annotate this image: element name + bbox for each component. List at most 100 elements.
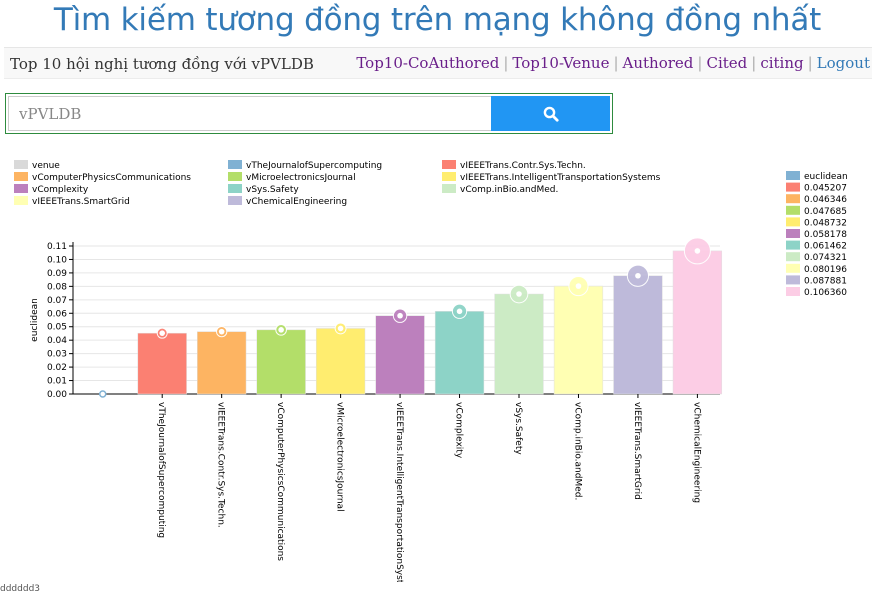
page-title: Tìm kiếm tương đồng trên mạng không đồng…	[53, 2, 822, 38]
y-tick-label: 0.09	[47, 269, 67, 279]
search-form	[5, 93, 613, 134]
bar	[375, 315, 425, 395]
legend-label: vComp.inBio.andMed.	[460, 185, 558, 195]
legend-swatch	[228, 184, 242, 193]
search-icon	[543, 106, 559, 122]
legend-label: vIEEETrans.SmartGrid	[32, 197, 130, 207]
legend-swatch	[786, 194, 800, 204]
legend-label: euclidean	[804, 172, 848, 182]
value-dot	[218, 328, 225, 335]
x-tick-label: vTheJournalofSupercomputing	[156, 402, 166, 538]
legend-swatch	[786, 171, 800, 180]
nav-separator: |	[807, 54, 813, 72]
value-dot	[575, 283, 582, 289]
legend-label: 0.047685	[804, 207, 847, 217]
x-tick-label: vComp.inBio.andMed.	[572, 402, 582, 500]
nav-logout[interactable]: Logout	[816, 54, 870, 72]
legend-label: 0.061462	[804, 242, 847, 252]
search-input[interactable]	[8, 96, 510, 131]
nav-separator: |	[697, 54, 703, 72]
bar	[256, 329, 306, 395]
legend-label: vComplexity	[32, 185, 89, 195]
x-tick-label: vIEEETrans.IntelligentTransportationSyst…	[394, 402, 404, 582]
legend-label: 0.087881	[804, 276, 847, 286]
value-dot	[397, 312, 403, 319]
legend-label: 0.080196	[804, 265, 847, 275]
page-subtitle: Top 10 hội nghị tương đồng với vPVLDB	[10, 55, 314, 73]
y-tick-label: 0.07	[47, 296, 67, 306]
legend-swatch	[14, 160, 28, 169]
legend-swatch	[228, 160, 242, 169]
footer-text: dddddd3	[0, 584, 41, 594]
nav-top10-venue[interactable]: Top10-Venue	[512, 54, 610, 72]
search-button[interactable]	[491, 96, 610, 131]
nav-cited[interactable]: Cited	[706, 54, 748, 72]
legend-swatch	[786, 252, 800, 262]
legend-label: 0.106360	[804, 288, 847, 298]
legend-label: 0.045207	[804, 184, 847, 194]
legend-swatch	[786, 240, 800, 250]
nav-authored[interactable]: Authored	[622, 54, 694, 72]
y-tick-label: 0.10	[47, 255, 67, 265]
x-tick-label: vIEEETrans.SmartGrid	[632, 402, 642, 500]
x-tick-label: vComplexity	[454, 402, 464, 459]
x-tick-label: vChemicalEngineering	[691, 402, 701, 503]
legend-swatch	[442, 172, 456, 181]
value-dot	[278, 327, 284, 333]
legend-swatch	[786, 229, 800, 238]
bar	[137, 332, 187, 395]
nav-citing[interactable]: citing	[760, 54, 804, 72]
bar	[494, 293, 544, 395]
y-tick-label: 0.04	[47, 336, 67, 346]
origin-point	[98, 390, 107, 398]
legend-swatch	[14, 196, 28, 205]
legend-label: 0.046346	[804, 195, 847, 205]
nav-links: Top10-CoAuthored | Top10-Venue | Authored | Ci…	[356, 54, 870, 72]
y-tick-label: 0.00	[47, 390, 67, 400]
legend-swatch	[786, 205, 800, 215]
value-dot	[694, 248, 701, 254]
y-tick-label: 0.03	[47, 350, 67, 360]
legend-swatch	[786, 217, 800, 227]
legend-label: vChemicalEngineering	[246, 197, 347, 207]
legend-label: vMicroelectronicsJournal	[246, 173, 356, 183]
nav-separator: |	[751, 54, 757, 72]
y-axis-label: euclidean	[30, 298, 40, 342]
venue-similarity-chart: venue vTheJournalofSupercomputing vIEEETra…	[14, 160, 848, 582]
legend-swatch	[786, 275, 800, 285]
value-dot	[516, 291, 522, 297]
legend-swatch	[786, 182, 800, 192]
nav-separator: |	[503, 54, 509, 72]
y-tick-label: 0.11	[47, 242, 67, 252]
x-tick-label: vIEEETrans.Contr.Sys.Techn.	[216, 402, 226, 528]
legend-label: vIEEETrans.Contr.Sys.Techn.	[460, 161, 586, 171]
value-dot	[159, 330, 166, 336]
nav-top10-coauthored[interactable]: Top10-CoAuthored	[356, 54, 500, 72]
legend-label: vTheJournalofSupercomputing	[246, 161, 382, 171]
legend-swatch	[786, 287, 800, 296]
legend-label: vComputerPhysicsCommunications	[32, 173, 191, 183]
y-tick-label: 0.05	[47, 323, 67, 333]
x-tick-label: vComputerPhysicsCommunications	[275, 402, 285, 561]
x-tick-label: vSys.Safety	[513, 402, 523, 455]
bar	[613, 275, 663, 395]
legend-swatch	[14, 172, 28, 181]
legend-label: 0.048732	[804, 218, 847, 228]
bar	[197, 331, 247, 395]
value-dot	[635, 272, 641, 279]
legend-label: venue	[32, 161, 60, 171]
nav-separator: |	[613, 54, 619, 72]
bar	[434, 311, 485, 395]
y-tick-label: 0.06	[47, 309, 67, 319]
legend-label: 0.058178	[804, 230, 847, 240]
legend-swatch	[228, 196, 242, 205]
legend-swatch	[442, 160, 456, 169]
legend-swatch	[14, 184, 28, 193]
legend-swatch	[228, 172, 242, 181]
legend-label: vSys.Safety	[246, 185, 299, 195]
y-tick-label: 0.08	[47, 282, 67, 292]
bar	[672, 250, 723, 395]
y-tick-label: 0.01	[47, 377, 67, 387]
legend-label: 0.074321	[804, 253, 847, 263]
x-tick-label: vMicroelectronicsJournal	[335, 402, 345, 512]
